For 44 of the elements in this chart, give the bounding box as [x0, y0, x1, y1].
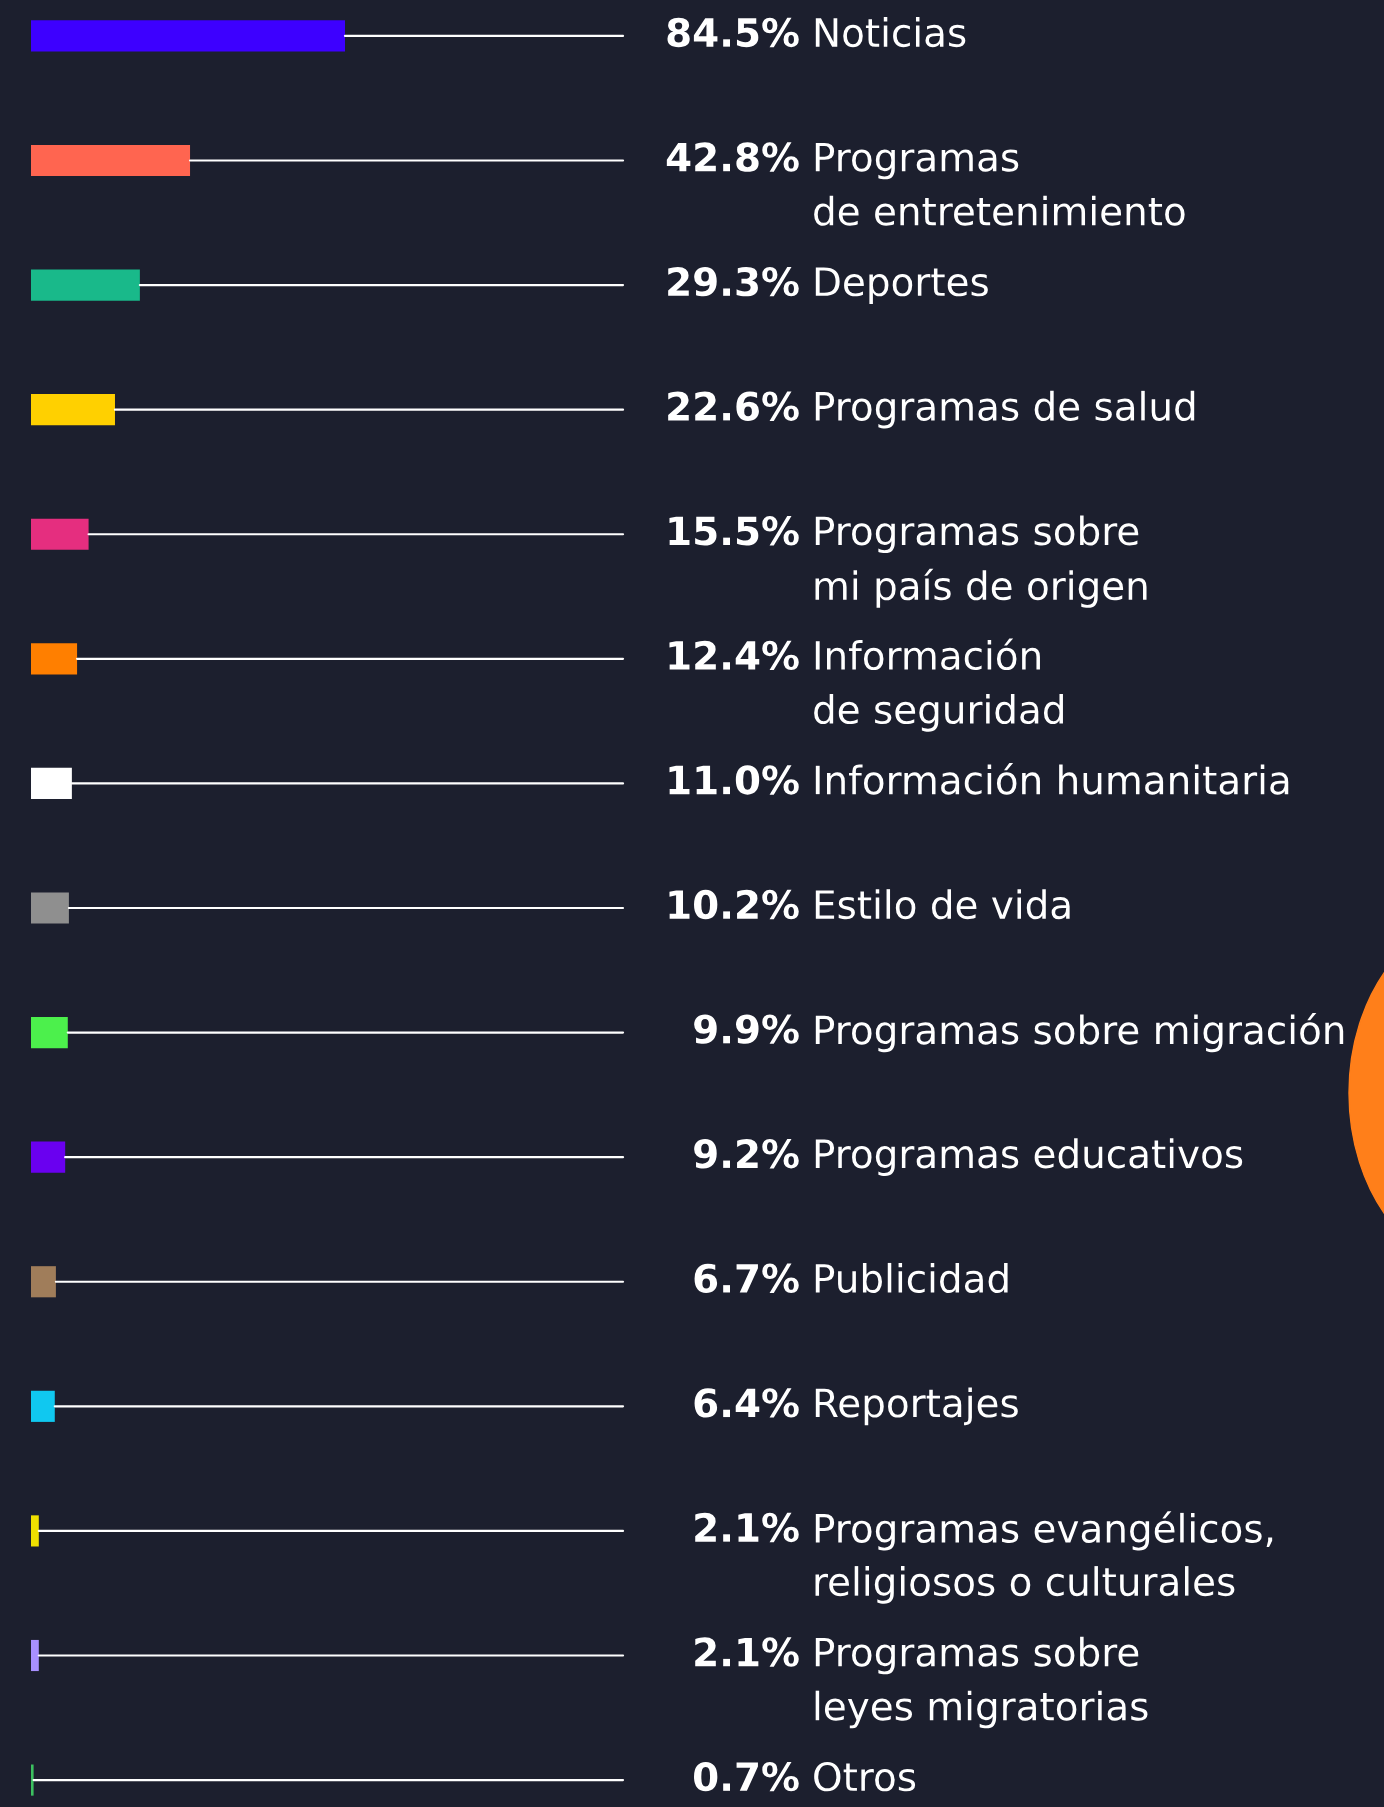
bar	[31, 1390, 55, 1422]
y-tick-label: Reportajes	[815, 1387, 1018, 1426]
bar	[31, 1266, 56, 1298]
bar	[31, 643, 78, 675]
y-tick-label: Información humanitaria	[815, 763, 1289, 795]
bar	[31, 1515, 39, 1547]
data-label: 10.2%	[669, 889, 799, 920]
y-tick-label: Programas educativos	[815, 1138, 1243, 1176]
data-label: 2.1%	[695, 1637, 799, 1667]
data-label: 22.6%	[668, 391, 799, 421]
bar	[31, 1141, 66, 1173]
data-label: 6.7%	[694, 1263, 799, 1294]
data-label: 0.7%	[694, 1761, 799, 1792]
y-tick-label: Programas de entretenimiento	[814, 142, 1185, 226]
bar	[31, 269, 140, 301]
bar	[31, 892, 69, 924]
data-label: 84.5%	[667, 17, 799, 48]
y-tick-label: Otros	[814, 1761, 916, 1792]
y-tick-label: Programas de salud	[815, 390, 1195, 429]
data-label: 11.0%	[669, 765, 799, 795]
data-label: 29.3%	[668, 266, 799, 297]
y-tick-label: Publicidad	[815, 1262, 1008, 1294]
y-tick-label: Información de seguridad	[814, 638, 1063, 732]
bar	[31, 1764, 34, 1796]
data-label: 12.4%	[669, 640, 799, 671]
data-label: 9.2%	[694, 1139, 799, 1169]
data-label: 9.9%	[694, 1014, 799, 1044]
y-tick-label: Programas sobre mi país de origen	[815, 515, 1147, 608]
data-label: 2.1%	[695, 1512, 799, 1543]
y-tick-label: Programas evangélicos, religiosos o culturales	[815, 1511, 1273, 1604]
y-tick-label: Noticias	[815, 17, 966, 48]
y-tick-label: Programas sobre leyes migratorias	[815, 1636, 1148, 1729]
bar	[31, 1017, 68, 1049]
y-tick-label: Deportes	[815, 267, 988, 304]
data-label: 6.4%	[694, 1388, 799, 1418]
bar	[31, 1639, 39, 1672]
bar	[31, 394, 115, 426]
data-label: 42.8%	[666, 142, 799, 172]
data-label: 15.5%	[669, 516, 799, 546]
y-tick-label: Programas sobre migración	[815, 1012, 1344, 1053]
bar	[31, 518, 89, 550]
bar	[31, 144, 191, 177]
bar	[31, 20, 345, 52]
y-tick-label: Estilo de vida	[815, 889, 1070, 920]
